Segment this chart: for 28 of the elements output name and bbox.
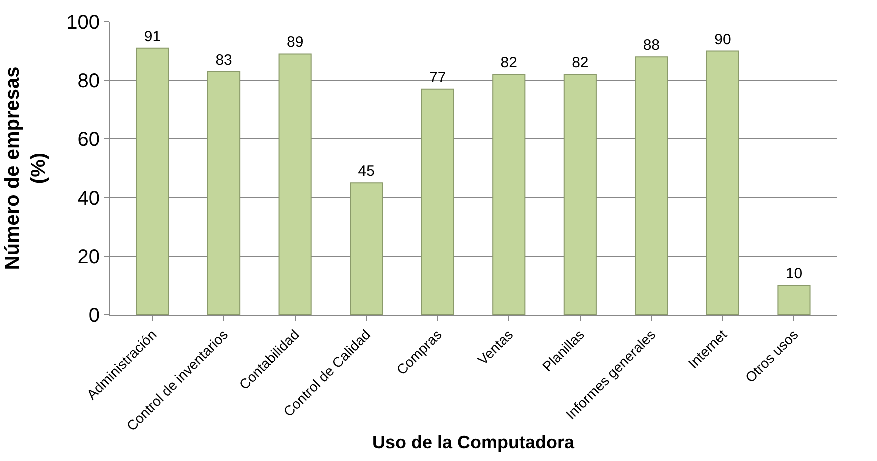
data-label: 82 <box>572 54 589 72</box>
data-label: 10 <box>786 266 803 283</box>
data-label: 45 <box>358 163 375 180</box>
y-tick-label: 80 <box>78 70 100 93</box>
data-label: 83 <box>216 52 232 69</box>
y-tick-label: 20 <box>78 246 100 268</box>
y-tick-label: 40 <box>78 188 100 210</box>
bar <box>635 56 668 315</box>
data-label: 91 <box>144 28 162 46</box>
x-axis-title: Uso de la Computadora <box>372 432 576 452</box>
data-label: 82 <box>500 54 518 72</box>
y-tick-label: 100 <box>66 12 100 34</box>
bar <box>421 88 454 315</box>
bar <box>350 182 384 315</box>
y-tick-label: 0 <box>88 305 100 327</box>
bar <box>778 285 811 315</box>
bar <box>208 71 241 315</box>
y-tick-label: 60 <box>78 129 100 152</box>
bar <box>492 74 526 315</box>
bar <box>564 74 597 315</box>
data-label: 88 <box>643 37 660 54</box>
data-label: 77 <box>430 69 446 86</box>
bar <box>136 48 170 315</box>
bar <box>706 50 740 315</box>
data-label: 89 <box>286 34 304 52</box>
bar <box>278 54 312 315</box>
y-axis-title: Número de empresas (%) <box>2 66 50 270</box>
data-label: 90 <box>714 31 732 48</box>
